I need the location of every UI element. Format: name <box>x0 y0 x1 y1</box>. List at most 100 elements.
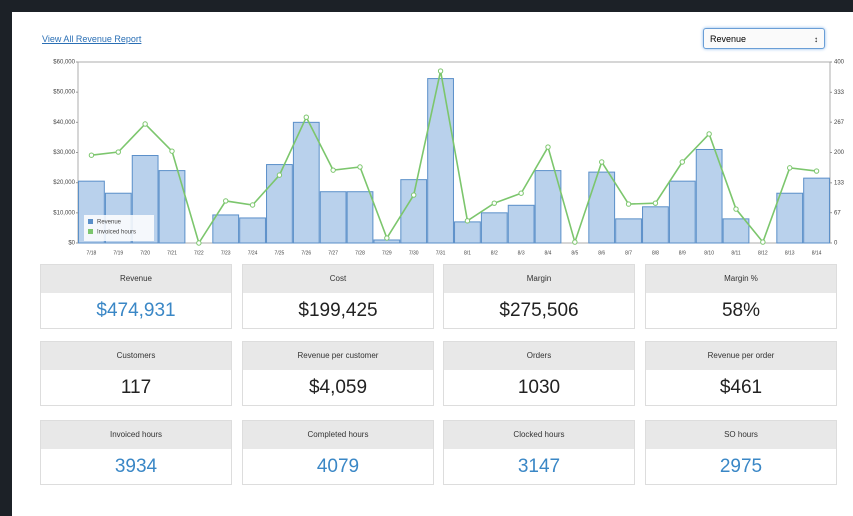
line-point <box>411 192 417 198</box>
stat-card: SO hours 2975 <box>645 420 837 485</box>
line-point <box>706 131 712 137</box>
stat-value: 117 <box>120 377 152 398</box>
stat-label: Margin <box>444 265 634 293</box>
line-point <box>303 114 309 120</box>
x-tick-label: 8/6 <box>598 250 605 256</box>
line <box>91 70 817 245</box>
select-value: Revenue <box>710 34 747 44</box>
stat-value: $275,506 <box>499 300 579 321</box>
x-tick-label: 8/8 <box>652 250 659 256</box>
line-point <box>115 149 121 155</box>
bar <box>776 192 804 244</box>
bar <box>480 212 508 244</box>
line-point <box>223 198 229 204</box>
line-point <box>384 235 390 241</box>
bar <box>266 164 293 244</box>
x-tick-label: 8/4 <box>545 250 552 256</box>
x-tick-label: 8/3 <box>518 250 525 256</box>
stat-label: Customers <box>41 342 231 370</box>
stat-card: Invoiced hours 3934 <box>40 420 232 485</box>
bar <box>695 148 723 244</box>
legend-swatch <box>88 219 93 224</box>
stat-label: Revenue per customer <box>243 342 433 370</box>
stat-card: Completed hours 4079 <box>242 420 434 485</box>
line-point <box>733 206 739 212</box>
x-tick-label: 8/7 <box>625 250 632 256</box>
y2-tick-label: 67 <box>834 210 841 216</box>
bar <box>534 170 562 244</box>
legend-box <box>84 215 154 241</box>
y-tick-label: $10,000 <box>53 210 75 216</box>
bar <box>212 214 240 244</box>
bar <box>507 204 535 244</box>
y-tick-label: $20,000 <box>53 180 75 186</box>
y-tick-label: $0 <box>68 241 75 247</box>
stat-value: 3934 <box>114 456 158 477</box>
stat-value: $474,931 <box>96 300 176 321</box>
x-tick-label: 7/27 <box>328 250 338 256</box>
x-tick-label: 8/13 <box>785 250 795 256</box>
stat-value: 58% <box>721 300 761 321</box>
line-point <box>625 201 632 207</box>
stat-label: Invoiced hours <box>41 421 231 449</box>
stat-value: 1030 <box>517 377 561 398</box>
x-tick-label: 7/26 <box>301 250 311 256</box>
stat-label: Margin % <box>646 265 836 293</box>
bar <box>803 177 830 244</box>
bar <box>346 191 374 244</box>
line-point <box>813 168 820 174</box>
x-tick-label: 8/12 <box>758 250 768 256</box>
stat-label: Completed hours <box>243 421 433 449</box>
line-point <box>572 239 578 245</box>
legend-swatch <box>88 229 93 234</box>
line-point <box>679 159 685 165</box>
line-point <box>464 218 471 224</box>
line-point <box>652 200 659 206</box>
line-point <box>249 202 256 208</box>
line-point <box>545 144 551 150</box>
bar <box>588 171 616 244</box>
x-tick-label: 8/14 <box>812 250 822 256</box>
line-point <box>330 167 336 173</box>
line-point <box>787 165 793 171</box>
line-point <box>760 239 766 245</box>
y2-tick-label: 333 <box>834 90 845 96</box>
stat-label: Orders <box>444 342 634 370</box>
x-tick-label: 7/31 <box>436 250 446 256</box>
line-point <box>169 148 175 154</box>
stat-label: Clocked hours <box>444 421 634 449</box>
x-tick-label: 7/25 <box>275 250 285 256</box>
y-tick-label: $40,000 <box>53 120 75 126</box>
legend-label: Invoiced hours <box>97 230 136 236</box>
x-tick-label: 7/19 <box>113 250 123 256</box>
y2-tick-label: 133 <box>834 180 845 186</box>
line-point <box>357 164 363 170</box>
stat-card: Cost $199,425 <box>242 264 434 329</box>
x-tick-label: 8/10 <box>704 250 714 256</box>
line-point <box>437 68 444 74</box>
stat-label: SO hours <box>646 421 836 449</box>
stat-value: 3147 <box>517 456 561 477</box>
x-tick-label: 7/18 <box>87 250 97 256</box>
x-tick-label: 8/9 <box>679 250 686 256</box>
stat-card: Revenue $474,931 <box>40 264 232 329</box>
stat-card: Revenue per order $461 <box>645 341 837 406</box>
x-tick-label: 8/1 <box>464 250 471 256</box>
report-link[interactable]: View All Revenue Report <box>42 34 142 44</box>
stat-card: Margin $275,506 <box>443 264 635 329</box>
y-tick-label: $50,000 <box>53 90 75 96</box>
x-tick-label: 7/22 <box>194 250 204 256</box>
stat-label: Revenue per order <box>646 342 836 370</box>
stat-value: 2975 <box>719 456 763 477</box>
stat-card: Orders 1030 <box>443 341 635 406</box>
stat-label: Revenue <box>41 265 231 293</box>
stat-value: 4079 <box>316 456 360 477</box>
line-point <box>88 152 95 158</box>
bar <box>427 78 454 244</box>
metric-select[interactable]: Revenue ↕ <box>703 28 825 49</box>
bar <box>454 221 481 244</box>
y-tick-label: $30,000 <box>53 150 75 156</box>
legend-label: Revenue <box>97 220 122 226</box>
